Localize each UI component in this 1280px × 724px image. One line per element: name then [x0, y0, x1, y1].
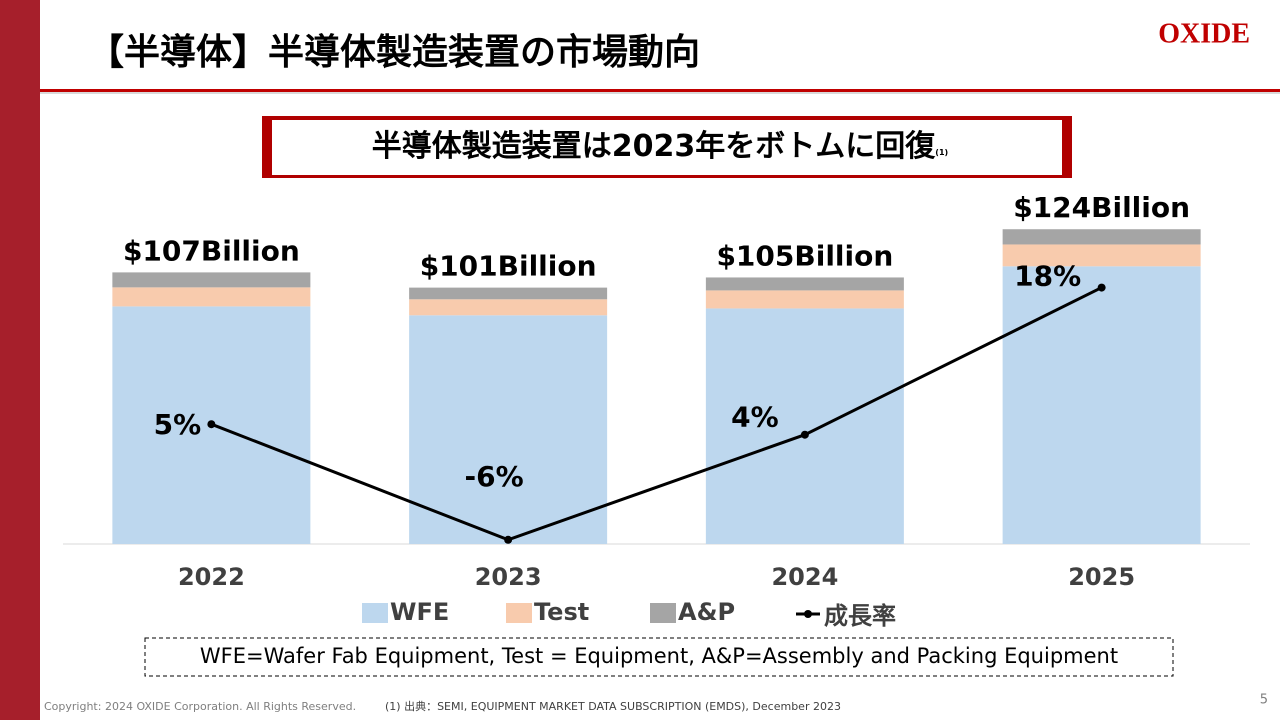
total-label: $101Billion — [420, 250, 597, 283]
total-label: $107Billion — [123, 234, 300, 267]
bar-segment — [112, 287, 311, 307]
data-label: 18% — [1014, 260, 1081, 293]
page-number: 5 — [1260, 693, 1268, 708]
x-tick-label: 2025 — [1068, 563, 1135, 591]
data-label: 4% — [731, 401, 779, 434]
bar-segment — [705, 308, 904, 544]
bar-segment — [705, 290, 904, 309]
data-label: -6% — [465, 460, 524, 493]
bar-segment — [1002, 266, 1201, 544]
bar-segment — [409, 315, 608, 544]
chart: $107Billion 2022 $101Billion 2023 $105Billio… — [63, 191, 1250, 630]
title: 【半導体】半導体製造装置の市場動向 — [88, 32, 700, 73]
bar-segment — [705, 277, 904, 291]
headline: 半導体製造装置は2023年をボトムに回復(1) — [372, 129, 948, 164]
total-label: $105Billion — [716, 239, 893, 272]
bar-segment — [112, 272, 311, 288]
title-rule — [40, 89, 1280, 92]
bar-segment — [409, 287, 608, 300]
bar-segment — [1002, 244, 1201, 267]
copyright: Copyright: 2024 OXIDE Corporation. All R… — [44, 700, 356, 713]
x-tick-label: 2023 — [475, 563, 542, 591]
legend-swatch — [362, 603, 388, 623]
bar-segment — [1002, 229, 1201, 245]
logo: OXIDE — [1158, 18, 1250, 49]
title-rule-shadow — [40, 92, 1280, 94]
growth-point — [1097, 283, 1106, 292]
x-tick-label: 2022 — [178, 563, 245, 591]
legend-label: A&P — [678, 598, 735, 626]
side-band — [0, 0, 40, 720]
legend-label: 成長率 — [824, 602, 896, 630]
total-label: $124Billion — [1013, 191, 1190, 224]
source: (1) 出典：SEMI, EQUIPMENT MARKET DATA SUBSC… — [385, 699, 841, 713]
growth-point — [504, 535, 513, 544]
growth-point — [800, 430, 809, 439]
footnote-box — [144, 637, 1174, 677]
legend-swatch-dot — [804, 610, 812, 618]
growth-point — [207, 420, 216, 429]
headline-text: 半導体製造装置は2023年をボトムに回復 — [372, 129, 936, 164]
headline-box — [272, 120, 1062, 175]
legend-label: WFE — [390, 598, 449, 626]
footnote: WFE=Wafer Fab Equipment, Test = Equipmen… — [200, 644, 1118, 668]
bar-segment — [409, 299, 608, 316]
legend-label: Test — [534, 598, 589, 626]
legend-swatch — [650, 603, 676, 623]
data-label: 5% — [154, 408, 202, 441]
growth-line — [210, 286, 1103, 542]
headline-note: (1) — [935, 148, 948, 157]
legend-swatch — [506, 603, 532, 623]
x-tick-label: 2024 — [771, 563, 838, 591]
